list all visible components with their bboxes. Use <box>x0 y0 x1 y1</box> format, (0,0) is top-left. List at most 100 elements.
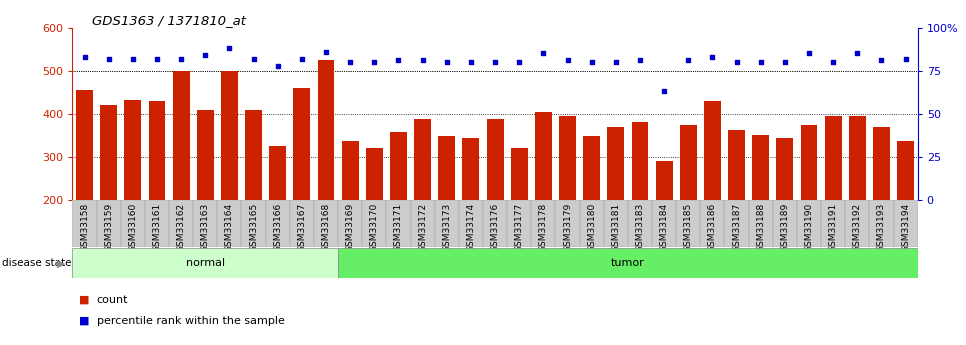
Bar <box>294 88 310 200</box>
Text: GSM33174: GSM33174 <box>467 203 475 252</box>
Text: GSM33162: GSM33162 <box>177 203 185 252</box>
Point <box>825 59 840 65</box>
Bar <box>362 200 386 247</box>
Text: normal: normal <box>185 258 225 268</box>
Bar <box>704 101 721 200</box>
Text: GSM33176: GSM33176 <box>491 203 499 252</box>
Point <box>464 59 479 65</box>
Point <box>873 58 889 63</box>
Text: GSM33184: GSM33184 <box>660 203 668 252</box>
Text: GSM33166: GSM33166 <box>273 203 282 252</box>
Text: count: count <box>97 295 128 305</box>
Text: GSM33187: GSM33187 <box>732 203 741 252</box>
Bar <box>849 116 866 200</box>
Point <box>802 51 817 56</box>
Bar <box>628 200 652 247</box>
Point <box>583 59 599 65</box>
Point <box>560 58 576 63</box>
Bar <box>773 200 797 247</box>
Point <box>777 59 792 65</box>
Text: GSM33160: GSM33160 <box>128 203 137 252</box>
Bar <box>632 122 648 200</box>
Point <box>294 56 309 61</box>
Bar <box>290 200 314 247</box>
Point <box>222 46 238 51</box>
Bar <box>608 127 624 200</box>
Bar <box>825 116 841 200</box>
Bar <box>242 200 266 247</box>
Bar <box>318 60 334 200</box>
Bar <box>777 138 793 200</box>
Bar <box>821 200 845 247</box>
Bar <box>270 146 286 200</box>
Point <box>898 56 914 61</box>
Point <box>440 59 455 65</box>
Text: GSM33188: GSM33188 <box>756 203 765 252</box>
Text: ■: ■ <box>79 295 90 305</box>
Bar <box>173 71 189 200</box>
Bar <box>342 141 358 200</box>
Bar <box>845 200 869 247</box>
Bar <box>753 136 769 200</box>
Bar <box>580 200 604 247</box>
Point <box>415 58 431 63</box>
Bar <box>652 200 676 247</box>
Bar <box>656 161 672 200</box>
Text: GSM33192: GSM33192 <box>853 203 862 252</box>
Point <box>609 59 624 65</box>
Text: GSM33194: GSM33194 <box>901 203 910 252</box>
Text: GSM33168: GSM33168 <box>322 203 330 252</box>
Bar <box>145 200 169 247</box>
Point <box>728 59 744 65</box>
Bar <box>314 200 338 247</box>
Text: GSM33181: GSM33181 <box>611 203 620 252</box>
Text: percentile rank within the sample: percentile rank within the sample <box>97 316 284 326</box>
Bar <box>459 200 483 247</box>
Point <box>535 51 551 56</box>
Text: GSM33165: GSM33165 <box>249 203 258 252</box>
Point <box>367 59 383 65</box>
Bar <box>676 200 700 247</box>
Bar <box>535 112 552 200</box>
Text: GSM33179: GSM33179 <box>563 203 572 252</box>
Bar <box>76 90 93 200</box>
Bar <box>100 105 117 200</box>
Bar <box>439 136 455 200</box>
Text: GSM33177: GSM33177 <box>515 203 524 252</box>
Text: GSM33173: GSM33173 <box>442 203 451 252</box>
Bar <box>700 200 724 247</box>
Bar <box>435 200 459 247</box>
Point <box>245 56 261 61</box>
Text: GSM33193: GSM33193 <box>877 203 886 252</box>
Text: GSM33180: GSM33180 <box>587 203 596 252</box>
Text: GSM33169: GSM33169 <box>346 203 355 252</box>
Point <box>101 56 117 61</box>
Text: GSM33164: GSM33164 <box>225 203 234 252</box>
Bar <box>801 125 817 200</box>
Point <box>150 56 165 61</box>
Bar <box>583 136 600 200</box>
Bar <box>797 200 821 247</box>
Bar <box>604 200 628 247</box>
Point <box>850 51 866 56</box>
Point <box>680 58 696 63</box>
Bar <box>894 200 918 247</box>
Text: GSM33161: GSM33161 <box>153 203 161 252</box>
Bar <box>749 200 773 247</box>
Point <box>270 63 286 68</box>
Bar <box>869 200 894 247</box>
Point <box>198 52 213 58</box>
Bar <box>414 119 431 200</box>
Bar <box>680 125 696 200</box>
Bar <box>217 200 242 247</box>
Bar <box>72 248 338 278</box>
Bar <box>873 127 890 200</box>
Text: GSM33158: GSM33158 <box>80 203 89 252</box>
Bar <box>559 116 576 200</box>
Point <box>126 56 141 61</box>
Bar <box>555 200 580 247</box>
Bar <box>149 101 165 200</box>
Bar <box>169 200 193 247</box>
Text: GSM33170: GSM33170 <box>370 203 379 252</box>
Point <box>705 54 721 60</box>
